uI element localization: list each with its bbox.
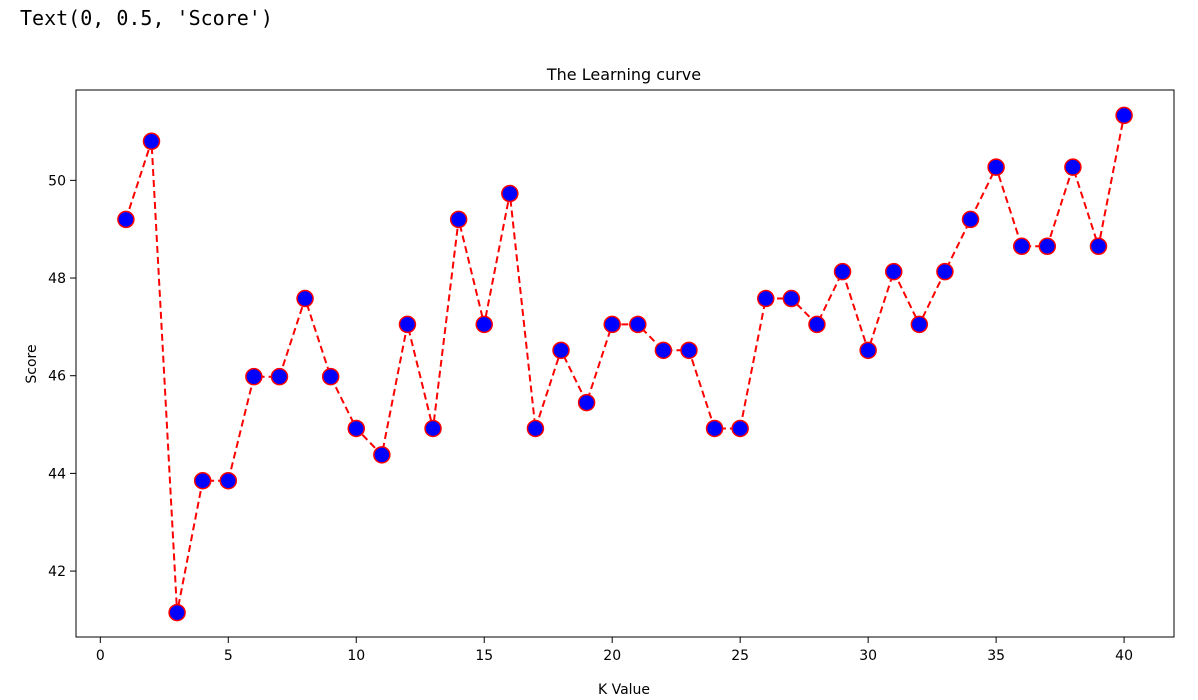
data-point-21 — [629, 315, 647, 334]
data-point-5 — [219, 471, 238, 490]
data-point-34 — [961, 210, 980, 229]
x-axis-title: K Value — [598, 682, 650, 698]
y-tick-label-48: 48 — [48, 271, 66, 287]
x-tick-label-5: 5 — [224, 648, 233, 664]
y-tick-label-42: 42 — [48, 564, 66, 580]
data-point-23 — [680, 341, 698, 360]
data-point-17 — [526, 419, 545, 438]
data-point-31 — [884, 262, 903, 281]
x-axis: 0 5 10 15 20 25 30 35 40 — [96, 637, 1133, 664]
data-point-7 — [270, 367, 289, 386]
data-point-12 — [398, 315, 417, 334]
x-tick-label-25: 25 — [731, 648, 749, 664]
x-tick-label-10: 10 — [347, 648, 365, 664]
data-point-4 — [193, 471, 212, 490]
data-point-1 — [117, 210, 135, 229]
data-point-14 — [449, 210, 468, 229]
data-point-32 — [910, 315, 929, 334]
data-point-29 — [833, 262, 852, 281]
y-axis-title: Score — [24, 344, 40, 383]
data-point-37 — [1038, 237, 1057, 256]
data-point-28 — [808, 315, 826, 334]
plot-area — [75, 89, 1175, 638]
data-point-15 — [475, 315, 493, 334]
data-point-6 — [245, 367, 263, 386]
y-tick-label-50: 50 — [48, 173, 66, 189]
data-point-11 — [373, 446, 391, 464]
x-tick-label-40: 40 — [1115, 648, 1133, 664]
data-point-10 — [347, 419, 366, 438]
data-point-25 — [731, 419, 749, 438]
x-tick-label-0: 0 — [96, 648, 105, 664]
x-tick-label-15: 15 — [475, 648, 493, 664]
data-point-13 — [424, 419, 442, 438]
data-point-35 — [987, 158, 1005, 176]
data-point-9 — [321, 367, 340, 386]
x-tick-label-20: 20 — [603, 648, 621, 664]
chart-title: The Learning curve — [546, 65, 701, 84]
data-point-22 — [654, 341, 673, 360]
x-tick-label-35: 35 — [987, 648, 1005, 664]
data-point-38 — [1064, 158, 1082, 176]
y-tick-label-44: 44 — [48, 466, 66, 482]
cell-output-text: Text(0, 0.5, 'Score') — [20, 6, 273, 30]
data-point-8 — [296, 289, 314, 308]
data-point-18 — [552, 341, 570, 360]
data-point-19 — [577, 393, 596, 412]
data-point-20 — [603, 315, 621, 334]
data-point-16 — [501, 184, 519, 203]
series-line — [124, 115, 1126, 613]
data-point-40 — [1115, 106, 1133, 125]
data-point-2 — [142, 132, 161, 151]
data-point-3 — [168, 603, 186, 622]
x-tick-label-30: 30 — [859, 648, 877, 664]
data-point-39 — [1089, 237, 1108, 256]
data-point-36 — [1012, 237, 1031, 256]
y-axis: 42 44 46 48 50 — [48, 173, 76, 580]
data-point-30 — [859, 341, 877, 360]
data-point-24 — [705, 419, 724, 438]
y-tick-label-46: 46 — [48, 369, 66, 385]
data-point-33 — [936, 262, 954, 281]
data-points — [117, 106, 1133, 622]
data-point-26 — [757, 289, 775, 308]
data-point-27 — [782, 289, 801, 308]
